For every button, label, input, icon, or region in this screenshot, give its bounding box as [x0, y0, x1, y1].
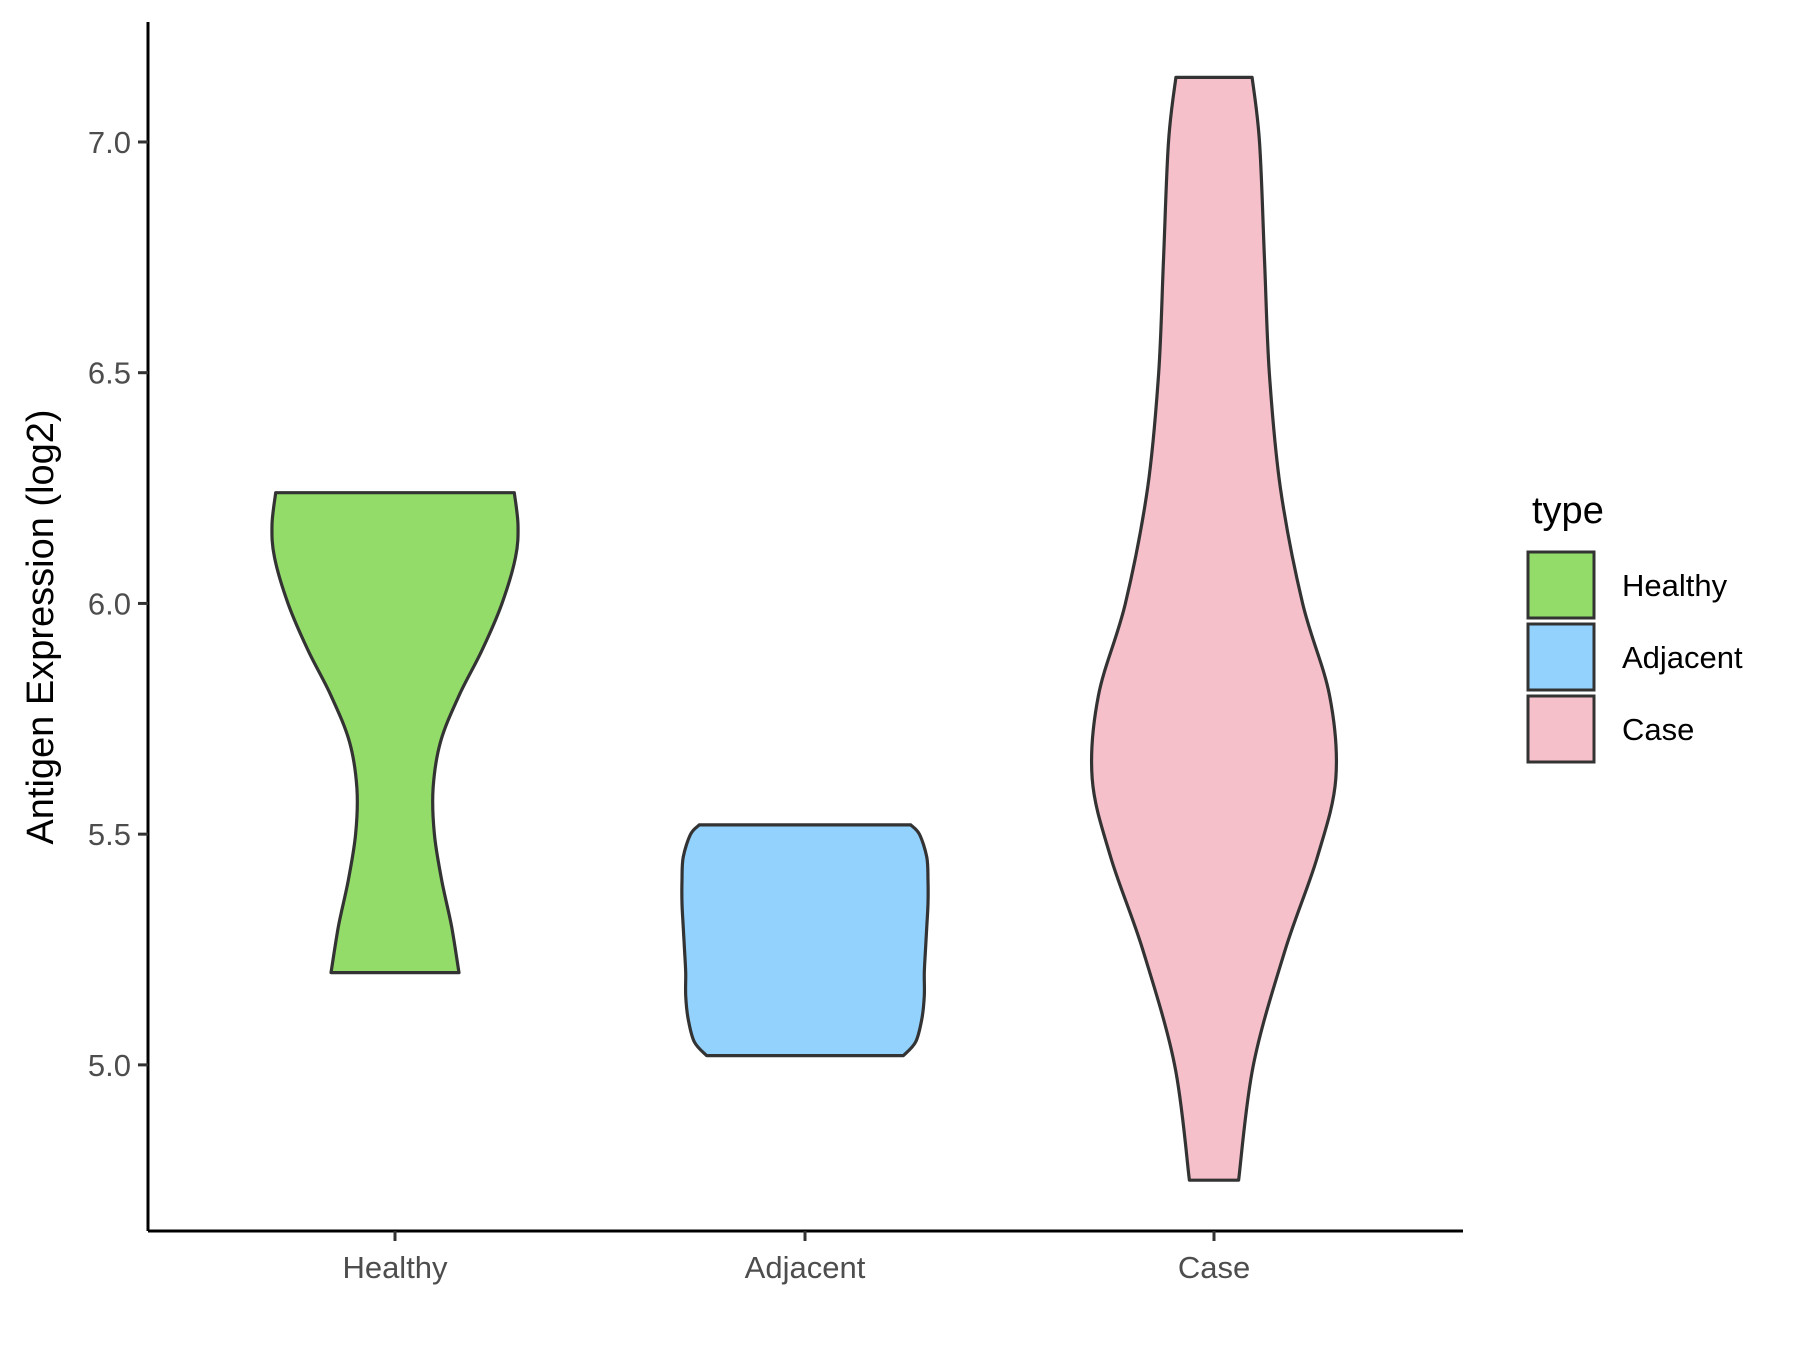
x-axis-ticks: Healthy Adjacent Case: [342, 1231, 1250, 1285]
y-tick-label: 5.0: [88, 1048, 131, 1083]
legend-key-adjacent: [1526, 622, 1596, 692]
x-tick-label: Case: [1178, 1250, 1250, 1285]
violin-healthy: [270, 491, 520, 975]
legend-key-healthy: [1526, 550, 1596, 620]
y-tick-label: 5.5: [88, 817, 131, 852]
violin-case: [1089, 75, 1339, 1182]
y-tick-label: 6.0: [88, 586, 131, 621]
legend-label: Case: [1622, 712, 1694, 747]
y-axis-ticks: 5.0 5.5 6.0 6.5 7.0: [88, 125, 148, 1083]
violin-adjacent: [680, 823, 930, 1058]
legend: type Healthy Adjacent Case: [1526, 490, 1743, 764]
legend-label: Healthy: [1622, 568, 1728, 603]
legend-label: Adjacent: [1622, 640, 1743, 675]
violin-layer: [270, 75, 1339, 1182]
legend-title: type: [1532, 490, 1604, 532]
y-tick-label: 7.0: [88, 125, 131, 160]
x-tick-label: Adjacent: [745, 1250, 866, 1285]
x-tick-label: Healthy: [342, 1250, 448, 1285]
legend-key-case: [1526, 694, 1596, 764]
y-axis-title: Antigen Expression (log2): [20, 409, 62, 844]
y-tick-label: 6.5: [88, 356, 131, 391]
